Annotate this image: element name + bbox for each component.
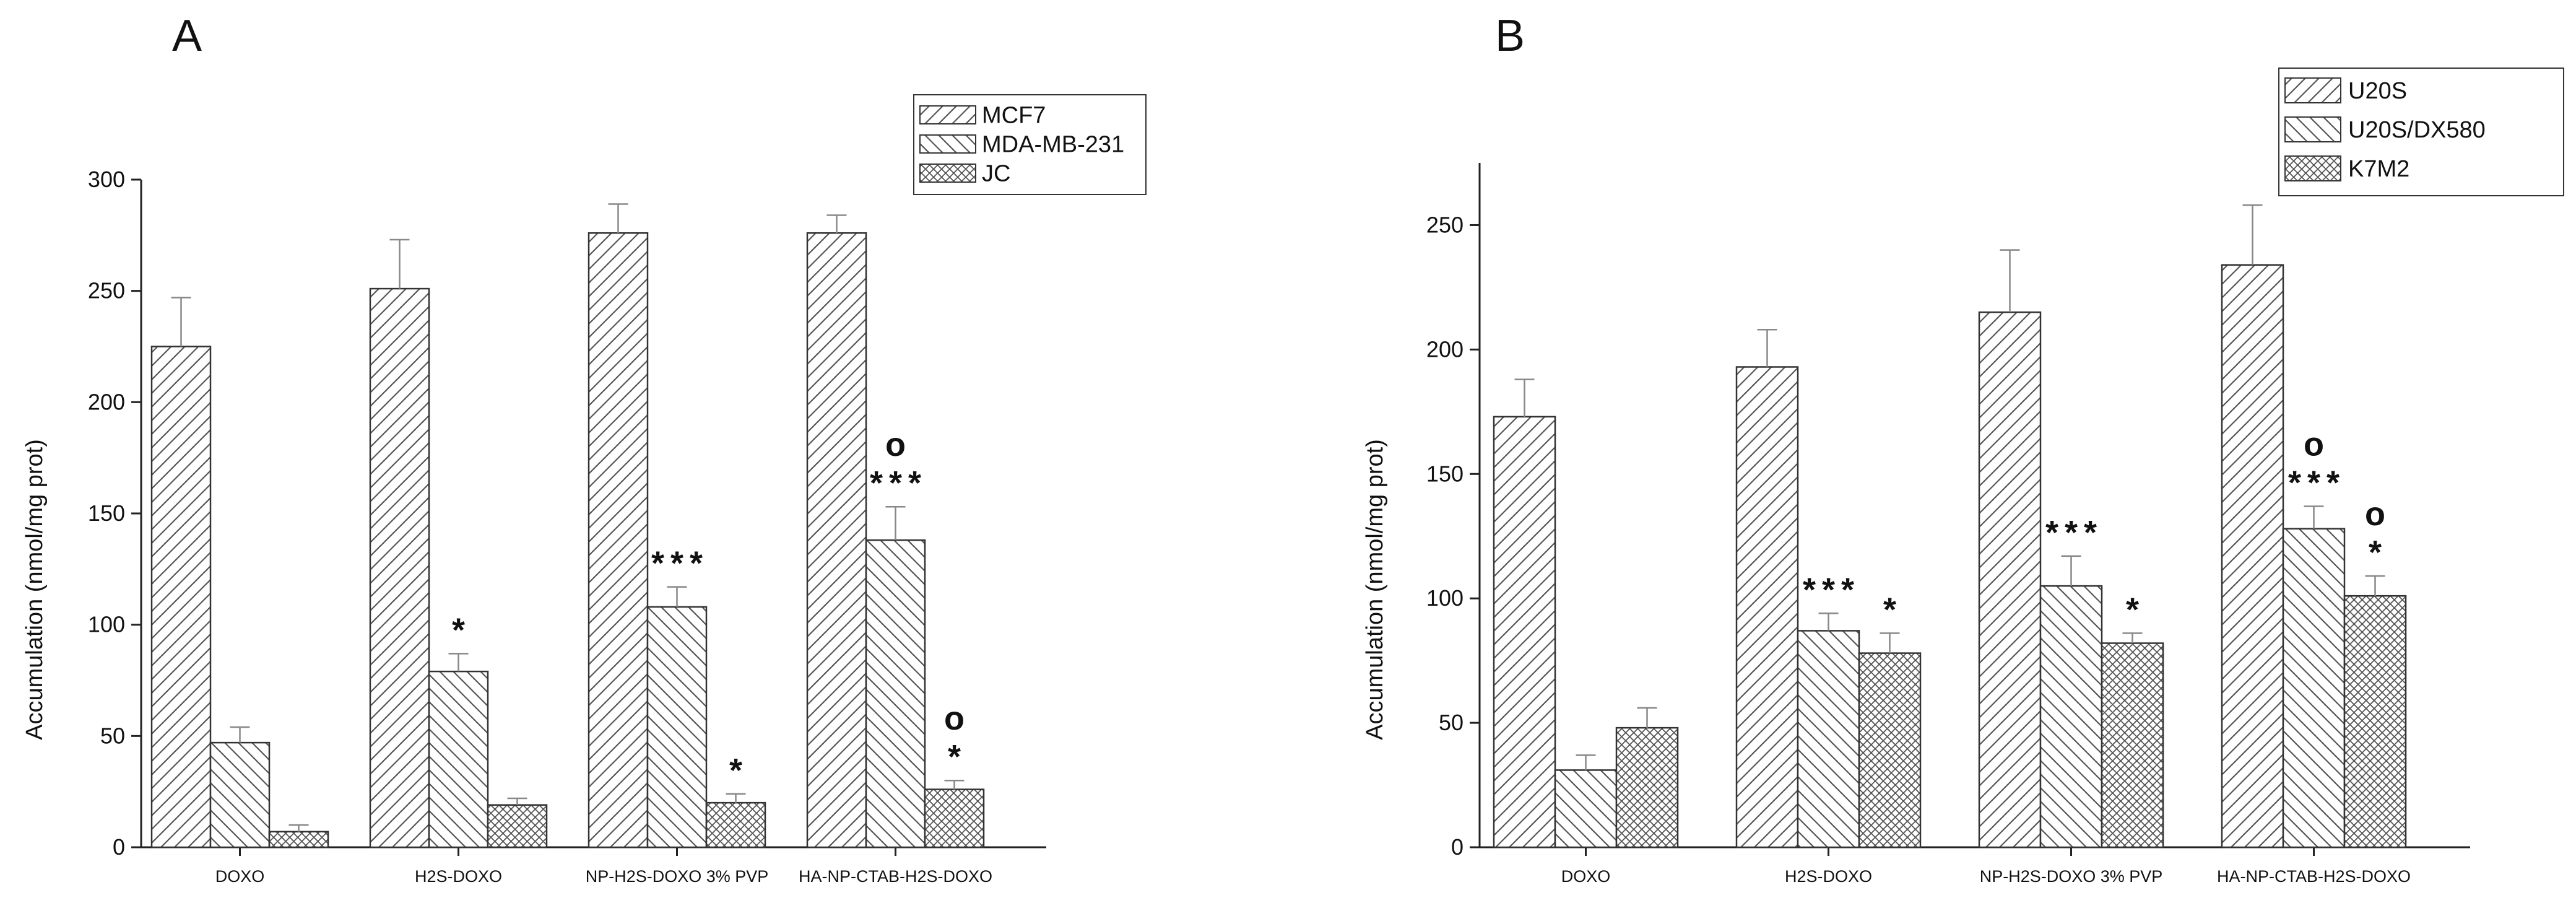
- panel-a-legend: MCF7 MDA-MB-231 JC: [913, 94, 1147, 195]
- panel-b-bar-3-1: [2282, 528, 2346, 848]
- panel-a-bar-0-2: [268, 831, 329, 848]
- panel-a-significance-0-0: *: [452, 611, 471, 648]
- panel-a-significance-4-1: *: [948, 738, 967, 775]
- panel-b-significance-4-1: ***: [2288, 465, 2346, 502]
- panel-a-category-label-0: DOXO: [215, 867, 265, 886]
- panel-a-significance-1-0: ***: [651, 545, 709, 582]
- panel-b-bar-2-1: [2039, 585, 2103, 848]
- panel-b-y-tick-label-2: 100: [1426, 585, 1464, 611]
- panel-a-bar-2-2: [705, 801, 766, 848]
- panel-a-bar-1-0: [369, 287, 430, 848]
- panel-a-y-tick-label-4: 200: [88, 389, 125, 414]
- panel-b-bar-3-0: [2221, 264, 2284, 848]
- panel-b-bar-1-1: [1797, 630, 1860, 848]
- panel-a-legend-swatch-1: [919, 134, 976, 154]
- panel-a-bar-0-0: [150, 346, 212, 848]
- panel-a-category-label-2: NP-H2S-DOXO 3% PVP: [586, 867, 769, 886]
- panel-b-bar-2-2: [2101, 642, 2164, 848]
- panel-a-significance-2-0: *: [729, 752, 748, 789]
- panel-a-y-tick-label-2: 100: [88, 612, 125, 637]
- panel-a-bar-0-1: [209, 741, 271, 848]
- panel-b-y-tick-label-5: 250: [1426, 212, 1464, 237]
- panel-a-category-label-3: HA-NP-CTAB-H2S-DOXO: [799, 867, 992, 886]
- panel-a-bar-3-2: [924, 788, 985, 848]
- panel-b-legend: U20S U20S/DX580 K7M2: [2278, 68, 2564, 196]
- panel-b-y-tick-label-4: 200: [1426, 336, 1464, 362]
- panel-b-significance-4-0: o: [2304, 426, 2330, 463]
- panel-a-category-label-1: H2S-DOXO: [415, 867, 502, 886]
- panel-b-legend-swatch-1: [2284, 116, 2341, 142]
- panel-a-bar-1-1: [428, 670, 489, 848]
- panel-a-letter: A: [172, 11, 202, 61]
- panel-a-bar-3-1: [865, 539, 926, 848]
- panel-a-plot: 0 50 100 150 200 250 300 DOXO H2S-DOXO NP-H2S-DOX…: [88, 167, 1046, 886]
- panel-a-y-tick-label-1: 50: [100, 723, 125, 748]
- panel-b-y-tick-label-0: 0: [1451, 834, 1464, 860]
- panel-b-significance-1-0: *: [1883, 591, 1902, 628]
- panel-a-significance-3-0: o: [885, 426, 912, 463]
- panel-b-significance-0-0: ***: [1803, 571, 1860, 608]
- panel-b-significance-5-0: o: [2365, 495, 2392, 533]
- panel-b-category-label-3: HA-NP-CTAB-H2S-DOXO: [2217, 867, 2411, 886]
- panel-a: A Accumulation (nmol/mg prot) 0 50 100 150 2…: [22, 11, 1147, 886]
- panel-b-bar-3-2: [2343, 595, 2407, 848]
- panel-b-bar-1-2: [1858, 652, 1922, 848]
- panel-b-legend-swatch-0: [2284, 77, 2341, 103]
- panel-b-significance-3-0: *: [2126, 591, 2145, 628]
- panel-a-y-axis-title: Accumulation (nmol/mg prot): [22, 439, 48, 740]
- panel-b-letter: B: [1495, 11, 1525, 61]
- panel-a-legend-label-1: MDA-MB-231: [982, 132, 1124, 158]
- panel-b-bar-2-0: [1978, 311, 2042, 848]
- panel-b-bar-1-0: [1735, 366, 1799, 848]
- panel-b-significance-5-1: *: [2369, 534, 2388, 571]
- panel-a-y-tick-label-6: 300: [88, 167, 125, 192]
- panel-a-significance-3-1: ***: [870, 465, 927, 502]
- panel-b-category-label-1: H2S-DOXO: [1785, 867, 1872, 886]
- panel-b-bar-0-0: [1493, 416, 1556, 848]
- panel-a-significance-4-0: o: [944, 700, 971, 737]
- panel-a-y-tick-label-5: 250: [88, 278, 125, 303]
- panel-b-legend-label-2: K7M2: [2348, 156, 2409, 182]
- panel-a-bar-3-0: [806, 232, 867, 848]
- panel-b-category-label-2: NP-H2S-DOXO 3% PVP: [1980, 867, 2163, 886]
- panel-b-plot: 0 50 100 150 200 250 DOXO H2S-DOXO NP-H2S-DOXO 3…: [1426, 163, 2470, 886]
- panel-b-legend-swatch-2: [2284, 155, 2341, 181]
- panel-b-y-axis-title: Accumulation (nmol/mg prot): [1362, 439, 1388, 740]
- panel-a-bar-2-0: [588, 232, 649, 848]
- panel-b-legend-label-1: U20S/DX580: [2348, 117, 2486, 143]
- panel-a-legend-swatch-2: [919, 164, 976, 183]
- panel-b-bar-0-1: [1554, 769, 1618, 848]
- panel-a-legend-label-2: JC: [982, 161, 1010, 187]
- panel-a-legend-swatch-0: [919, 105, 976, 124]
- panel-b-category-label-0: DOXO: [1561, 867, 1611, 886]
- panel-b-y-tick-label-1: 50: [1439, 710, 1464, 735]
- panel-a-y-tick-label-0: 0: [113, 834, 125, 860]
- panel-a-bar-2-1: [646, 606, 708, 848]
- panel-b-significance-2-0: ***: [2045, 514, 2103, 551]
- panel-b-bar-0-2: [1615, 726, 1679, 848]
- panel-b-y-tick-label-3: 150: [1426, 461, 1464, 486]
- panel-a-bar-1-2: [487, 804, 548, 848]
- panel-b-legend-label-0: U20S: [2348, 78, 2407, 104]
- panel-a-y-tick-label-3: 150: [88, 500, 125, 526]
- panel-a-legend-label-0: MCF7: [982, 103, 1046, 129]
- panel-b: B Accumulation (nmol/mg prot) 0 50 100 150 2…: [1362, 11, 2564, 886]
